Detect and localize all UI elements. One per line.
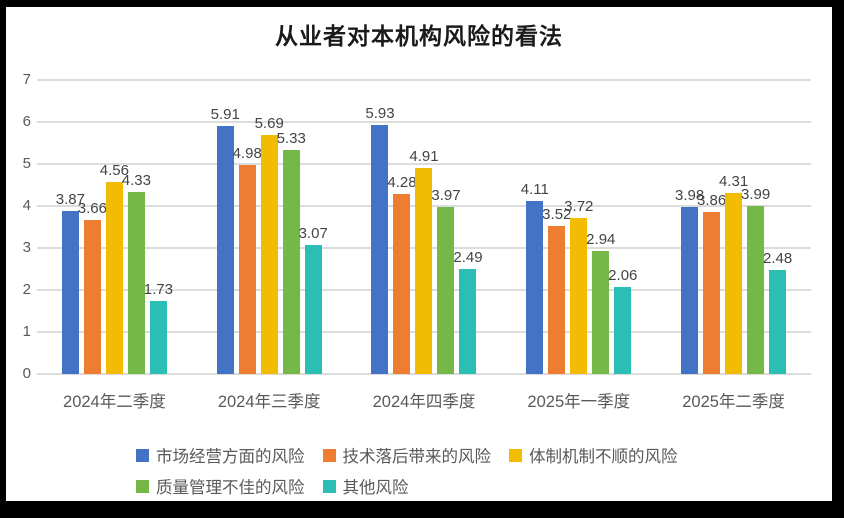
y-tick-label-3: 3 — [22, 238, 31, 256]
data-label: 2.49 — [453, 249, 483, 267]
legend-swatch-icon — [136, 448, 149, 462]
bar-group-2025年二季度: 3.98 3.86 4.31 3.99 2.48 — [656, 80, 811, 374]
legend-swatch-icon — [322, 448, 336, 462]
legend-swatch-icon — [509, 448, 522, 462]
gridline-y6 — [37, 120, 811, 123]
bar-其他风险-2025年一季度: 2.06 — [608, 267, 637, 374]
bar-其他风险-2024年四季度: 2.49 — [453, 249, 483, 374]
data-label: 5.93 — [365, 104, 395, 122]
plot-area: 0 1 2 3 4 5 6 7 3.87 3.66 4.56 4.33 1.73 5.91 4.98 5.6… — [23, 71, 811, 382]
gridline-y5 — [37, 162, 811, 165]
data-label: 3.52 — [542, 206, 572, 224]
legend-item-质量管理不佳的风险: 质量管理不佳的风险 — [136, 474, 305, 498]
data-label: 4.91 — [409, 147, 439, 165]
legend-label: 质量管理不佳的风险 — [156, 479, 305, 497]
data-label: 3.72 — [564, 197, 594, 215]
bar-group-2024年三季度: 5.91 4.98 5.69 5.33 3.07 — [192, 80, 347, 374]
data-label: 2.94 — [586, 230, 616, 248]
bar-技术落后带来的风险-2025年一季度: 3.52 — [542, 206, 571, 374]
bar-group-2025年一季度: 4.11 3.52 3.72 2.94 2.06 — [501, 80, 656, 374]
bar-技术落后带来的风险-2024年三季度: 4.98 — [233, 145, 262, 374]
bar-groups-container: 3.87 3.66 4.56 4.33 1.73 5.91 4.98 5.69 5.33 3.07… — [37, 80, 811, 374]
bar-体制机制不顺的风险-2024年二季度: 4.56 — [100, 162, 129, 374]
data-label: 4.33 — [121, 172, 151, 190]
legend-label: 技术落后带来的风险 — [342, 448, 492, 466]
chart-frame: 从业者对本机构风险的看法 0 1 2 3 4 5 6 7 3.87 3.66 4.56 4.33 1.… — [6, 7, 832, 501]
bar-市场经营方面的风险-2024年四季度: 5.93 — [365, 105, 395, 374]
x-tick-label-2024年三季度: 2024年三季度 — [217, 393, 321, 411]
bar-技术落后带来的风险-2025年二季度: 3.86 — [697, 192, 726, 374]
legend-label: 其他风险 — [342, 479, 409, 497]
x-tick-label-2024年二季度: 2024年二季度 — [63, 393, 166, 411]
legend-item-体制机制不顺的风险: 体制机制不顺的风险 — [509, 443, 678, 467]
data-label: 5.91 — [210, 105, 240, 123]
bar-技术落后带来的风险-2024年二季度: 3.66 — [78, 200, 107, 374]
legend-label: 市场经营方面的风险 — [156, 448, 305, 466]
gridline-y0 — [37, 373, 811, 375]
legend-item-技术落后带来的风险: 技术落后带来的风险 — [322, 443, 492, 467]
bar-体制机制不顺的风险-2024年三季度: 5.69 — [255, 115, 284, 374]
data-label: 2.48 — [762, 249, 793, 267]
data-label: 4.56 — [99, 162, 129, 180]
y-tick-label-0: 0 — [22, 365, 31, 382]
bar-其他风险-2025年二季度: 2.48 — [763, 250, 792, 374]
y-tick-label-4: 4 — [22, 197, 31, 214]
bar-质量管理不佳的风险-2024年三季度: 5.33 — [277, 130, 306, 374]
gridline-y7 — [37, 79, 811, 81]
bar-group-2024年二季度: 3.87 3.66 4.56 4.33 1.73 — [37, 80, 192, 374]
x-tick-label-2025年二季度: 2025年二季度 — [682, 393, 785, 411]
data-label: 2.06 — [608, 267, 638, 285]
bar-体制机制不顺的风险-2025年一季度: 3.72 — [564, 198, 593, 374]
x-axis-labels: 2024年二季度 2024年三季度 2024年四季度 2025年一季度 2025年二季度 — [37, 388, 811, 412]
bar-质量管理不佳的风险-2025年二季度: 3.99 — [741, 186, 770, 374]
legend-item-其他风险: 其他风险 — [322, 474, 409, 498]
bar-技术落后带来的风险-2024年四季度: 4.28 — [387, 174, 417, 374]
bar-市场经营方面的风险-2024年三季度: 5.91 — [211, 106, 240, 374]
data-label: 3.87 — [55, 191, 85, 209]
data-label: 3.99 — [740, 186, 771, 204]
bar-group-2024年四季度: 5.93 4.28 4.91 3.97 2.49 — [347, 80, 502, 374]
y-tick-label-1: 1 — [22, 323, 31, 340]
bar-市场经营方面的风险-2025年一季度: 4.11 — [521, 181, 549, 374]
data-label: 4.11 — [520, 181, 549, 199]
y-tick-label-6: 6 — [22, 112, 31, 130]
data-label: 3.86 — [696, 191, 727, 209]
bar-体制机制不顺的风险-2024年四季度: 4.91 — [409, 148, 439, 374]
data-label: 3.07 — [298, 225, 328, 243]
data-label: 4.28 — [387, 174, 417, 192]
data-label: 3.97 — [431, 187, 461, 205]
data-label: 3.66 — [77, 200, 107, 218]
legend-swatch-icon — [322, 479, 336, 493]
chart-title: 从业者对本机构风险的看法 — [275, 23, 563, 49]
bar-市场经营方面的风险-2024年二季度: 3.87 — [56, 191, 85, 374]
y-tick-label-5: 5 — [22, 154, 31, 172]
x-tick-label-2024年四季度: 2024年四季度 — [372, 393, 476, 411]
bar-体制机制不顺的风险-2025年二季度: 4.31 — [719, 173, 748, 374]
data-label: 1.73 — [143, 281, 173, 299]
legend-item-市场经营方面的风险: 市场经营方面的风险 — [136, 443, 305, 467]
bar-其他风险-2024年二季度: 1.73 — [144, 281, 173, 374]
data-label: 4.31 — [718, 172, 749, 190]
bar-市场经营方面的风险-2025年二季度: 3.98 — [675, 187, 704, 374]
data-label: 4.98 — [232, 144, 262, 162]
bar-其他风险-2024年三季度: 3.07 — [299, 225, 328, 374]
x-tick-label-2025年一季度: 2025年一季度 — [527, 393, 631, 411]
data-label: 5.33 — [276, 130, 306, 148]
y-tick-label-7: 7 — [22, 71, 31, 88]
legend-label: 体制机制不顺的风险 — [529, 448, 678, 466]
data-label: 5.69 — [254, 115, 284, 133]
bar-质量管理不佳的风险-2024年二季度: 4.33 — [122, 172, 151, 374]
data-label: 3.98 — [674, 186, 705, 204]
bar-质量管理不佳的风险-2024年四季度: 3.97 — [431, 187, 461, 374]
legend-swatch-icon — [136, 479, 149, 493]
bar-质量管理不佳的风险-2025年一季度: 2.94 — [586, 231, 615, 374]
y-tick-label-2: 2 — [22, 281, 31, 298]
chart-legend: 市场经营方面的风险 技术落后带来的风险 体制机制不顺的风险质量管理不佳的风险 其他风险 — [136, 443, 736, 498]
